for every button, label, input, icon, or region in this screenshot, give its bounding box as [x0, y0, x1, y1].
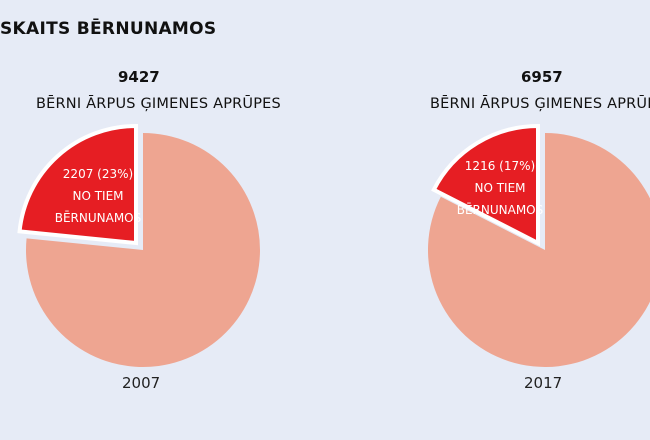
pie-slice-highlight [17, 123, 138, 246]
pie-chart-2007: 2207 (23%) NO TIEM BĒRNUNAMOS [17, 123, 260, 367]
year-label-2017: 2017 [524, 374, 563, 392]
year-label-2007: 2007 [122, 374, 161, 392]
pie-slice-label: 1216 (17%) NO TIEM BĒRNUNAMOS [457, 159, 544, 217]
pie-chart-2017: 1216 (17%) NO TIEM BĒRNUNAMOS [428, 123, 650, 367]
pie-slice-remainder [428, 133, 650, 367]
pie-slice-highlight [431, 123, 540, 247]
page-title: SKAITS BĒRNUNAMOS [0, 19, 217, 39]
total-2017: 6957 [521, 68, 563, 86]
subtitle-2017: BĒRNI ĀRPUS ĢIMENES APRŪPES [430, 96, 650, 112]
subtitle-2007: BĒRNI ĀRPUS ĢIMENES APRŪPES [36, 96, 281, 112]
pie-slice-label: 2207 (23%) NO TIEM BĒRNUNAMOS [55, 167, 142, 225]
total-2007: 9427 [118, 68, 160, 86]
pie-slice-remainder [25, 133, 260, 367]
